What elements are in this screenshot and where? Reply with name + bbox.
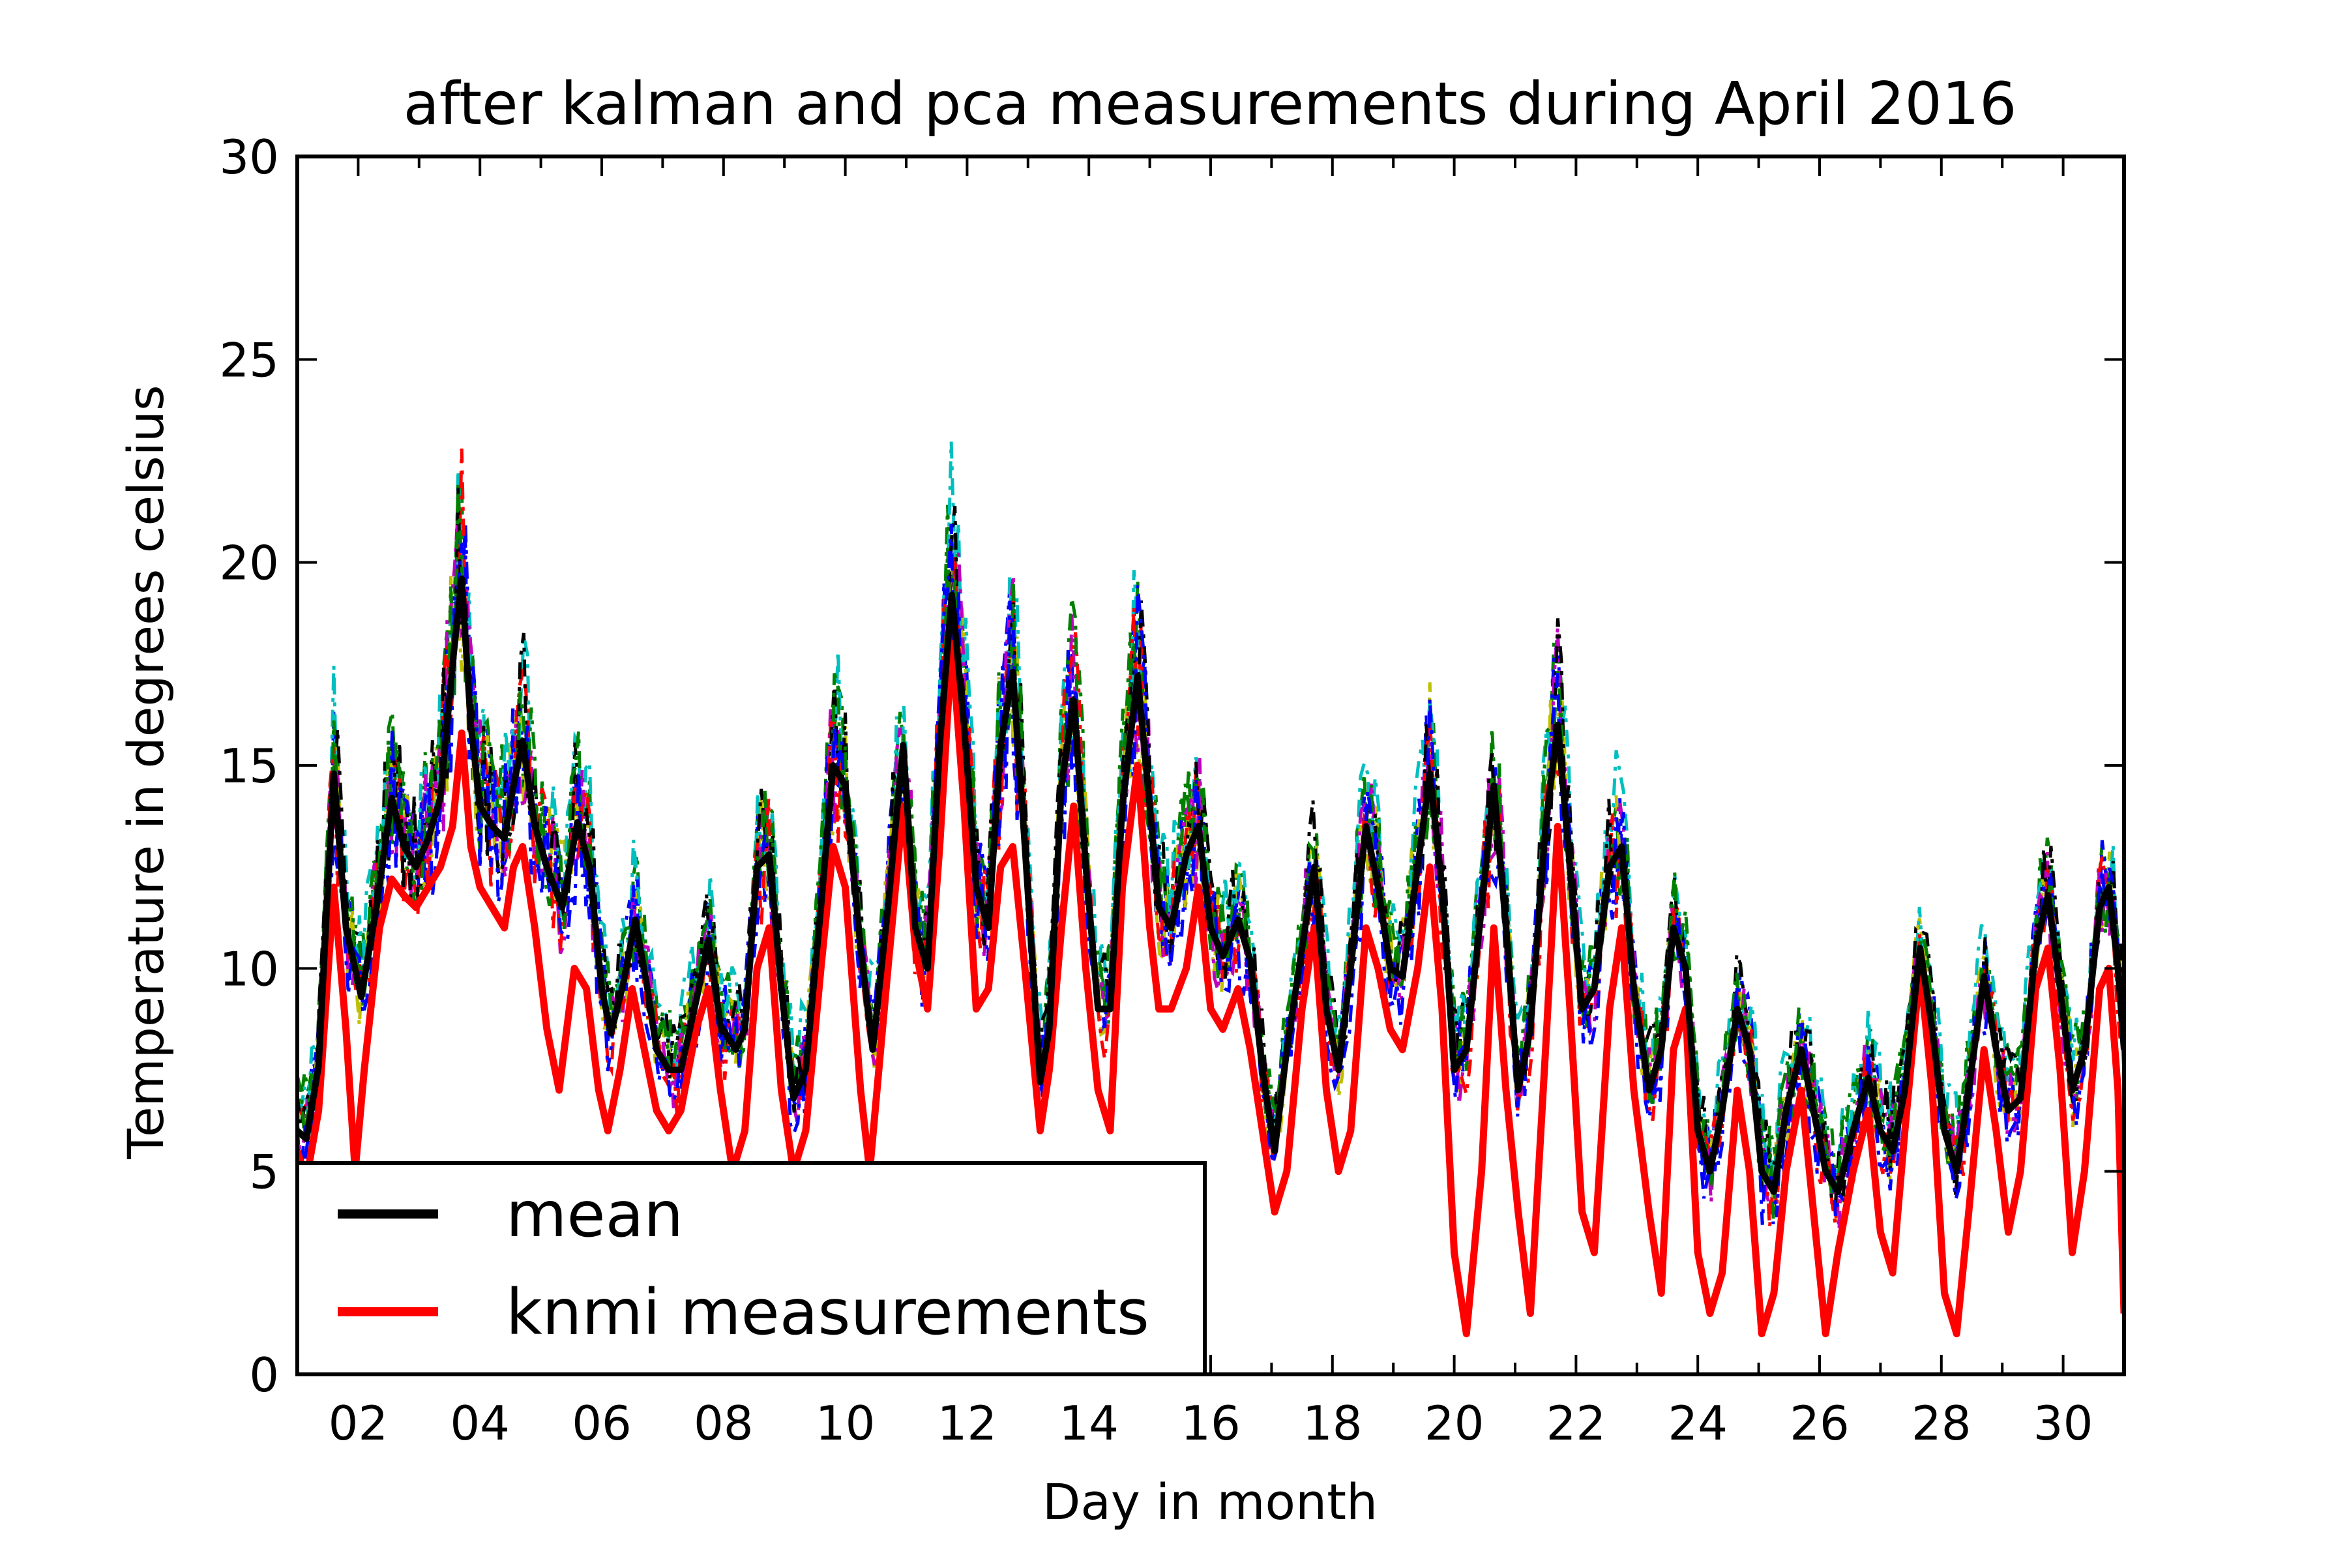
legend-label-mean: mean bbox=[506, 1178, 683, 1251]
x-tick-label: 30 bbox=[2033, 1396, 2093, 1451]
x-tick-label: 10 bbox=[816, 1396, 876, 1451]
sensor-series-line bbox=[297, 511, 2124, 1230]
x-tick-label: 08 bbox=[694, 1396, 754, 1451]
x-tick-label: 12 bbox=[937, 1396, 997, 1451]
y-tick-label: 20 bbox=[219, 536, 279, 591]
axes-layer: 0 5 10 15 20 25 30 02 04 06 08 10 12 14 16 18 20 22 24 26 28… bbox=[219, 130, 2126, 1451]
y-tick-label: 15 bbox=[219, 739, 279, 793]
y-tick-label: 10 bbox=[219, 941, 279, 996]
x-tick-label: 26 bbox=[1790, 1396, 1850, 1451]
x-tick-label: 22 bbox=[1546, 1396, 1606, 1451]
sensor-series-line bbox=[297, 484, 2124, 1219]
y-tick-label: 5 bbox=[249, 1145, 279, 1200]
sensor-series-line bbox=[297, 501, 2124, 1224]
x-tick-label: 20 bbox=[1424, 1396, 1484, 1451]
x-tick-label: 16 bbox=[1181, 1396, 1241, 1451]
series-line-mean bbox=[297, 575, 2124, 1195]
x-tick-label: 18 bbox=[1303, 1396, 1363, 1451]
x-tick-label: 06 bbox=[572, 1396, 632, 1451]
series-line-knmi bbox=[297, 640, 2124, 1338]
sensor-series-line bbox=[297, 441, 2124, 1191]
x-tick-label: 02 bbox=[329, 1396, 389, 1451]
x-axis-label: Day in month bbox=[1042, 1473, 1378, 1531]
x-tick-label: 04 bbox=[450, 1396, 510, 1451]
chart-title: after kalman and pca measurements during… bbox=[404, 70, 2017, 138]
x-tick-label: 24 bbox=[1668, 1396, 1728, 1451]
x-tick-label: 28 bbox=[1912, 1396, 1971, 1451]
y-tick-label: 30 bbox=[219, 130, 279, 185]
y-tick-label: 0 bbox=[249, 1348, 279, 1402]
chart-legend: mean knmi measurements bbox=[295, 1161, 1207, 1376]
x-tick-label: 14 bbox=[1059, 1396, 1119, 1451]
y-tick-label: 25 bbox=[219, 333, 279, 387]
y-axis-label: Temperature in degrees celsius bbox=[117, 385, 175, 1159]
main-series-layer bbox=[297, 575, 2124, 1338]
legend-box bbox=[295, 1161, 1207, 1376]
legend-label-knmi: knmi measurements bbox=[506, 1276, 1149, 1349]
